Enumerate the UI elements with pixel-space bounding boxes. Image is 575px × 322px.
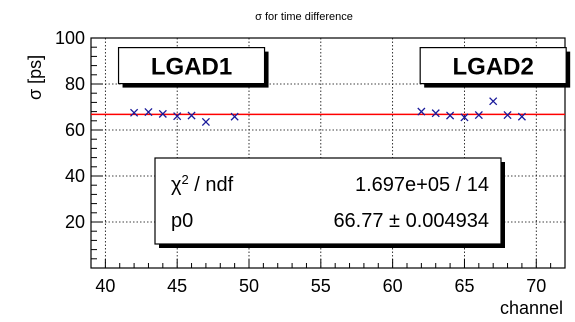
x-axis-label: channel <box>500 298 563 318</box>
axis-ticks <box>90 37 566 268</box>
data-point <box>158 109 167 118</box>
data-point <box>446 111 455 120</box>
data-point <box>431 109 440 118</box>
x-tick-label: 40 <box>95 276 115 296</box>
stats-box-frame <box>154 157 502 245</box>
data-point <box>144 108 153 117</box>
x-tick-label: 45 <box>167 276 187 296</box>
tick-labels: 40 45 50 55 60 65 70 20 40 60 80 100 <box>55 28 546 296</box>
annotation-box <box>419 46 567 85</box>
chart-title: σ for time difference <box>255 11 353 23</box>
y-tick-label: 20 <box>65 212 85 232</box>
data-point <box>230 112 239 121</box>
y-tick-label: 60 <box>65 120 85 140</box>
data-point <box>474 110 483 120</box>
data-point <box>173 112 182 121</box>
data-points <box>130 97 526 127</box>
data-point <box>130 108 139 117</box>
x-tick-label: 55 <box>311 276 331 296</box>
data-point <box>460 113 469 122</box>
annotation-label: LGAD1 <box>151 54 232 81</box>
x-tick-label: 50 <box>239 276 259 296</box>
annotation-box <box>117 46 266 85</box>
x-tick-label: 70 <box>526 276 546 296</box>
y-tick-label: 40 <box>65 166 85 186</box>
stats-row-value: 1.697e+05 / 14 <box>355 174 489 196</box>
stats-row-label: χ2 / ndf <box>171 172 234 197</box>
data-point <box>489 97 498 106</box>
x-tick-label: 65 <box>454 276 474 296</box>
data-point <box>187 111 196 120</box>
annotation-label: LGAD2 <box>453 54 534 81</box>
y-tick-label: 80 <box>65 74 85 94</box>
stats-row-value: 66.77 ± 0.004934 <box>333 210 489 232</box>
data-point <box>417 107 426 116</box>
x-tick-label: 60 <box>383 276 403 296</box>
annotations: LGAD1 LGAD2 <box>117 46 571 88</box>
data-point <box>517 112 526 121</box>
plot-frame <box>90 37 566 269</box>
y-axis-label: σ [ps] <box>25 55 45 100</box>
data-point <box>201 117 210 127</box>
y-tick-label: 100 <box>55 28 85 48</box>
data-point <box>503 110 512 120</box>
stats-box: χ2 / ndf 1.697e+05 / 14 p0 66.77 ± 0.004934 <box>154 157 505 248</box>
stats-row-label: p0 <box>171 210 193 232</box>
